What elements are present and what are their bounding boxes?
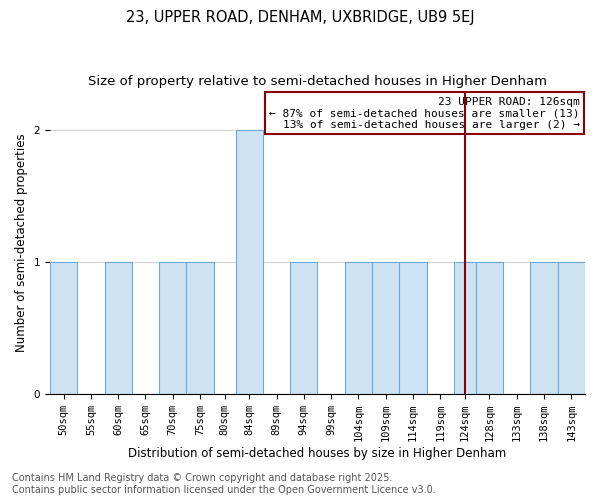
Bar (345, 262, 372, 394)
Title: Size of property relative to semi-detached houses in Higher Denham: Size of property relative to semi-detach… (88, 75, 547, 88)
Text: 23 UPPER ROAD: 126sqm
← 87% of semi-detached houses are smaller (13)
13% of semi: 23 UPPER ROAD: 126sqm ← 87% of semi-deta… (269, 96, 580, 130)
Bar (557, 262, 585, 394)
Bar (454, 262, 476, 394)
Bar (104, 262, 132, 394)
Text: Contains HM Land Registry data © Crown copyright and database right 2025.
Contai: Contains HM Land Registry data © Crown c… (12, 474, 436, 495)
Text: 23, UPPER ROAD, DENHAM, UXBRIDGE, UB9 5EJ: 23, UPPER ROAD, DENHAM, UXBRIDGE, UB9 5E… (125, 10, 475, 25)
X-axis label: Distribution of semi-detached houses by size in Higher Denham: Distribution of semi-detached houses by … (128, 447, 506, 460)
Bar (476, 262, 503, 394)
Bar (187, 262, 214, 394)
Bar (372, 262, 400, 394)
Bar (530, 262, 557, 394)
Bar (50, 262, 77, 394)
Bar (159, 262, 187, 394)
Bar (236, 130, 263, 394)
Y-axis label: Number of semi-detached properties: Number of semi-detached properties (15, 133, 28, 352)
Bar (290, 262, 317, 394)
Bar (400, 262, 427, 394)
